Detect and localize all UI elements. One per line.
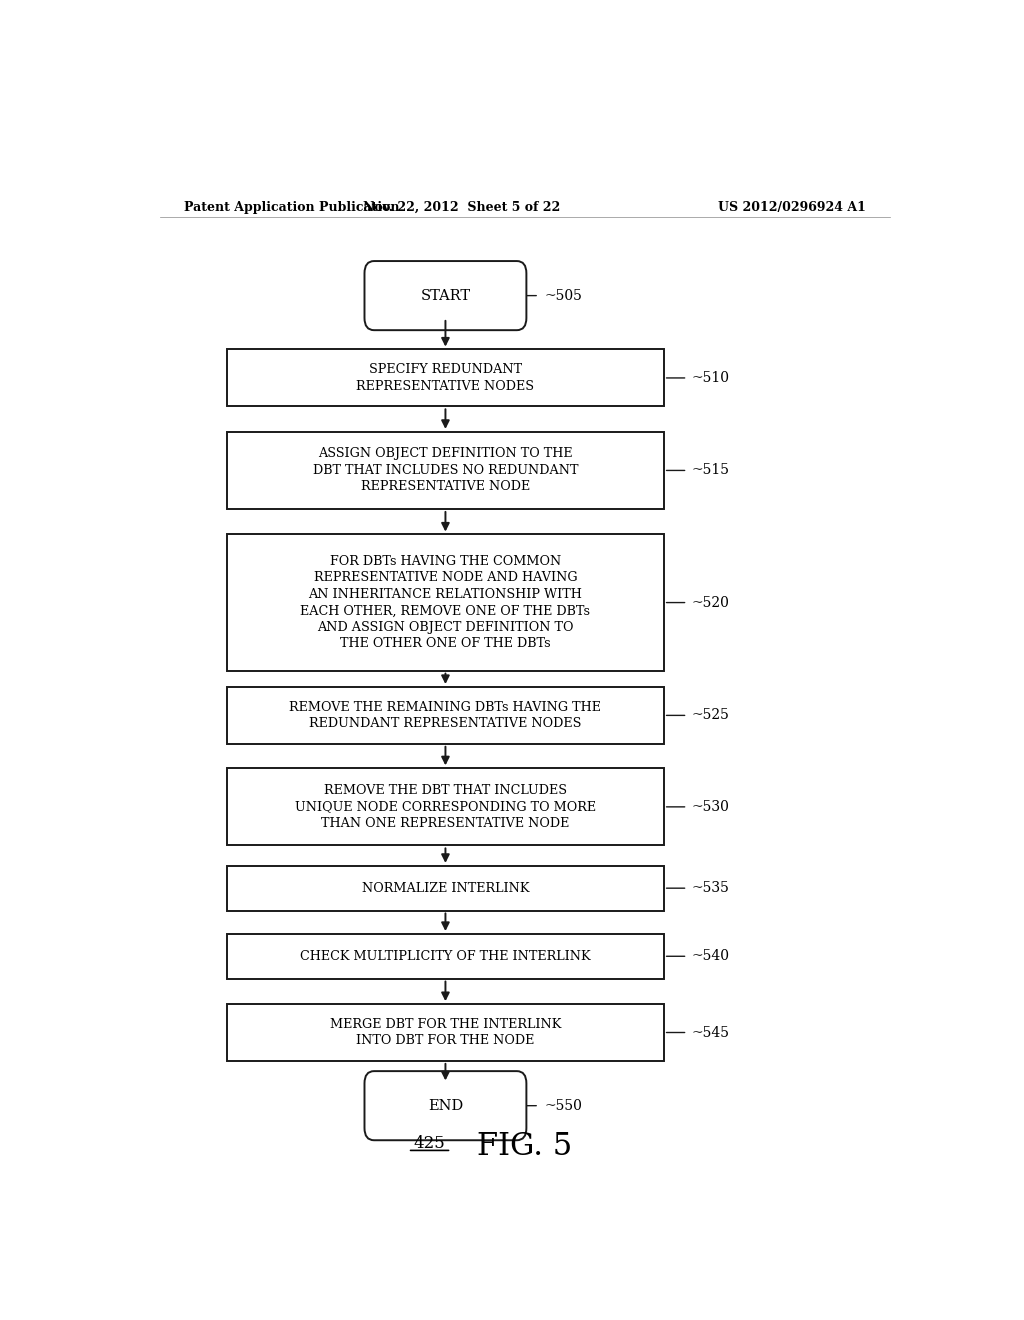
Text: ~535: ~535	[691, 882, 729, 895]
Text: ~515: ~515	[691, 463, 729, 478]
Text: US 2012/0296924 A1: US 2012/0296924 A1	[718, 201, 866, 214]
Text: ~540: ~540	[691, 949, 729, 964]
Text: ~550: ~550	[545, 1098, 583, 1113]
Bar	[227, 768, 664, 846]
FancyBboxPatch shape	[365, 1071, 526, 1140]
Text: FOR DBTs HAVING THE COMMON
REPRESENTATIVE NODE AND HAVING
AN INHERITANCE RELATIO: FOR DBTs HAVING THE COMMON REPRESENTATIV…	[300, 554, 591, 651]
Text: START: START	[421, 289, 470, 302]
Text: END: END	[428, 1098, 463, 1113]
Text: Patent Application Publication: Patent Application Publication	[183, 201, 399, 214]
Text: ~505: ~505	[545, 289, 583, 302]
Text: Nov. 22, 2012  Sheet 5 of 22: Nov. 22, 2012 Sheet 5 of 22	[362, 201, 560, 214]
Text: ~520: ~520	[691, 595, 729, 610]
Text: REMOVE THE REMAINING DBTs HAVING THE
REDUNDANT REPRESENTATIVE NODES: REMOVE THE REMAINING DBTs HAVING THE RED…	[290, 701, 601, 730]
Text: REMOVE THE DBT THAT INCLUDES
UNIQUE NODE CORRESPONDING TO MORE
THAN ONE REPRESEN: REMOVE THE DBT THAT INCLUDES UNIQUE NODE…	[295, 784, 596, 830]
Text: ~525: ~525	[691, 709, 729, 722]
Text: ~530: ~530	[691, 800, 729, 814]
Bar	[227, 432, 664, 510]
Text: CHECK MULTIPLICITY OF THE INTERLINK: CHECK MULTIPLICITY OF THE INTERLINK	[300, 950, 591, 962]
Text: ASSIGN OBJECT DEFINITION TO THE
DBT THAT INCLUDES NO REDUNDANT
REPRESENTATIVE NO: ASSIGN OBJECT DEFINITION TO THE DBT THAT…	[312, 447, 579, 494]
Text: ~510: ~510	[691, 371, 729, 385]
Text: NORMALIZE INTERLINK: NORMALIZE INTERLINK	[361, 882, 529, 895]
Text: 425: 425	[414, 1135, 445, 1152]
Text: MERGE DBT FOR THE INTERLINK
INTO DBT FOR THE NODE: MERGE DBT FOR THE INTERLINK INTO DBT FOR…	[330, 1018, 561, 1047]
Bar	[227, 866, 664, 911]
Bar	[227, 350, 664, 407]
FancyBboxPatch shape	[365, 261, 526, 330]
Bar	[227, 1005, 664, 1061]
Text: ~545: ~545	[691, 1026, 729, 1040]
Text: SPECIFY REDUNDANT
REPRESENTATIVE NODES: SPECIFY REDUNDANT REPRESENTATIVE NODES	[356, 363, 535, 392]
Bar	[227, 935, 664, 978]
Bar	[227, 686, 664, 744]
Text: FIG. 5: FIG. 5	[477, 1131, 572, 1162]
Bar	[227, 535, 664, 671]
